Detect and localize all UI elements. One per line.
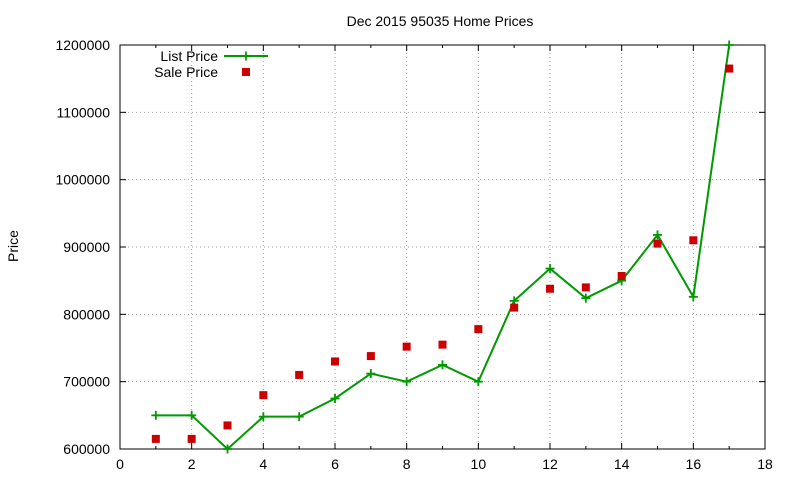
list-price-line <box>155 44 731 451</box>
list-price-point <box>473 377 483 387</box>
list-price-point <box>688 292 698 302</box>
sale-price-point <box>402 342 411 351</box>
sale-price-point <box>259 391 268 400</box>
sale-price-point <box>474 325 483 334</box>
list-price-point <box>366 369 376 379</box>
sale-price-point <box>331 357 339 366</box>
list-price-point <box>258 412 268 422</box>
x-tick-label: 12 <box>542 456 558 472</box>
axes: 0 2 4 6 8 10 12 14 16 18 600000 700000 800000 900000 1… <box>55 37 773 472</box>
sale-price-point <box>689 236 698 245</box>
list-price-point <box>187 410 197 420</box>
y-tick-label: 900000 <box>63 239 110 255</box>
legend-symbol-list-price-marker <box>241 51 251 61</box>
series-layer <box>151 40 734 454</box>
y-tick-label: 700000 <box>63 374 110 390</box>
x-tick-label: 0 <box>116 456 124 472</box>
x-tick-label: 4 <box>259 456 267 472</box>
sale-price-point <box>187 434 196 443</box>
x-tick-label: 8 <box>403 456 411 472</box>
list-price-point <box>151 410 161 420</box>
y-tick-label: 600000 <box>63 441 110 457</box>
list-price-point <box>545 264 555 274</box>
y-axis-label: Price <box>5 230 21 262</box>
legend-label-sale-price: Sale Price <box>154 64 218 80</box>
legend-symbol-sale-price <box>242 68 250 76</box>
sale-price-point <box>151 434 160 443</box>
y-tick-label: 1100000 <box>57 104 111 120</box>
legend: List Price Sale Price <box>154 48 268 80</box>
list-price-point <box>402 377 412 387</box>
x-tick-label: 14 <box>614 456 630 472</box>
y-tick-label: 800000 <box>63 306 110 322</box>
legend-label-list-price: List Price <box>160 48 218 64</box>
list-price-point <box>223 444 232 454</box>
y-tick-label: 1200000 <box>55 37 110 53</box>
list-price-point <box>581 293 591 303</box>
sale-price-point <box>725 64 734 73</box>
sale-price-point <box>546 284 554 293</box>
chart-title: Dec 2015 95035 Home Prices <box>347 13 534 29</box>
list-price-point <box>438 360 447 370</box>
sale-price-point <box>617 271 626 280</box>
sale-price-point <box>438 340 447 349</box>
sale-price-point <box>295 370 304 379</box>
list-price-point <box>330 394 340 403</box>
x-tick-label: 6 <box>331 456 339 472</box>
list-price-point <box>294 412 304 422</box>
sale-price-point <box>581 283 590 292</box>
x-tick-label: 18 <box>757 456 773 472</box>
x-tick-label: 2 <box>188 456 196 472</box>
sale-price-point <box>510 303 519 312</box>
x-tick-label: 10 <box>471 456 487 472</box>
list-price-point <box>653 230 662 240</box>
x-tick-label: 16 <box>686 456 702 472</box>
sale-price-point <box>653 239 662 248</box>
sale-price-point <box>223 421 232 430</box>
sale-price-point <box>366 352 375 361</box>
grid-layer <box>120 45 765 449</box>
y-tick-label: 1000000 <box>55 172 110 188</box>
list-price-point <box>724 40 734 50</box>
